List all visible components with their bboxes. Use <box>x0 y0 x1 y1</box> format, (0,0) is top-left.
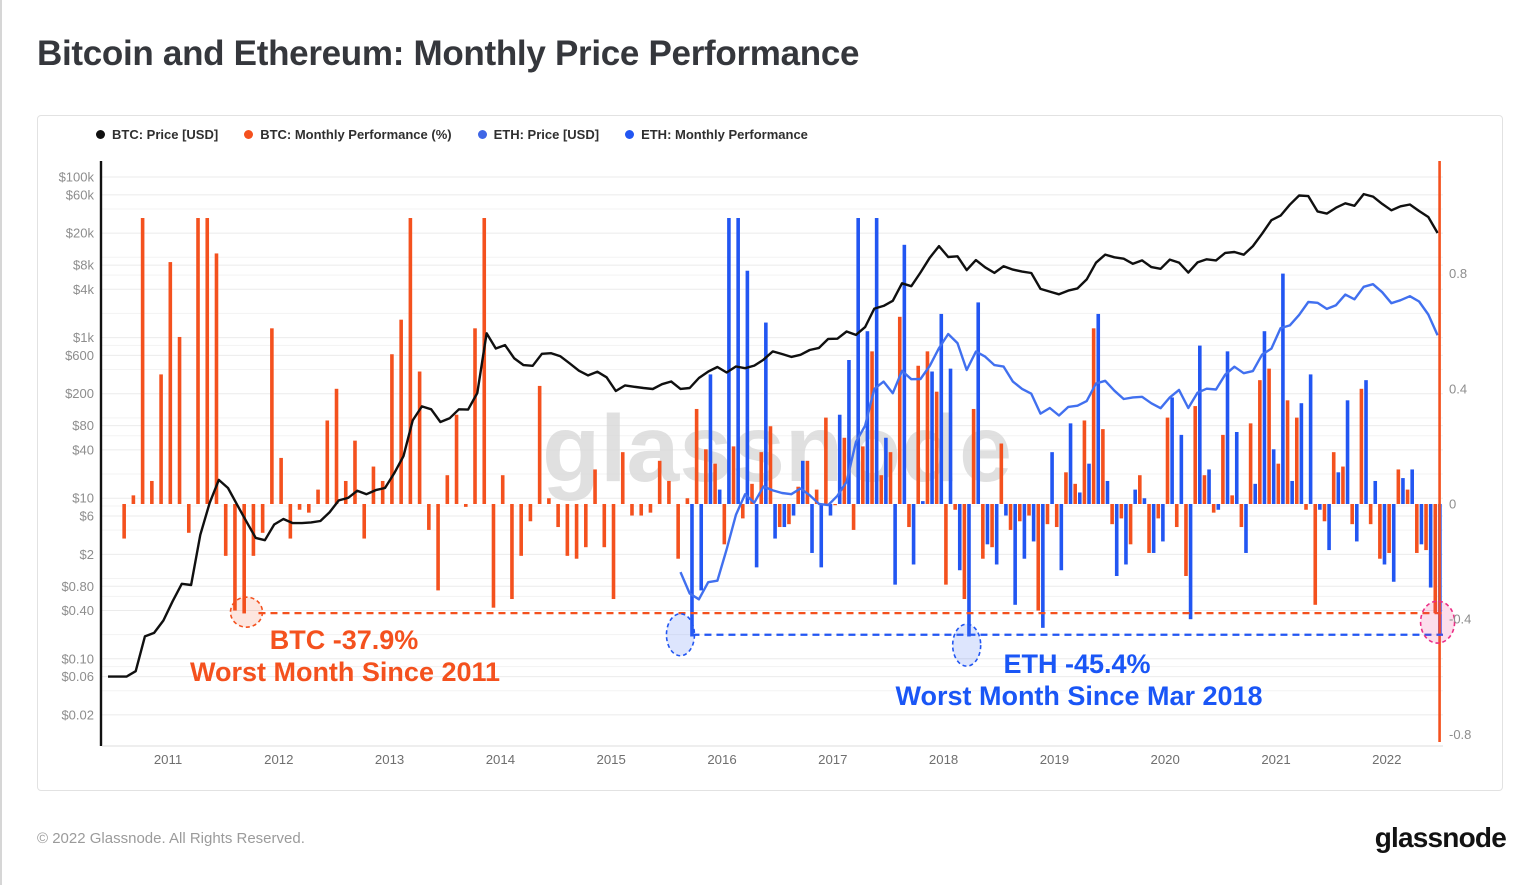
svg-text:2013: 2013 <box>375 752 404 767</box>
chart-card: BTC: Price [USD] BTC: Monthly Performanc… <box>37 115 1503 791</box>
highlight-overlay <box>229 596 1456 667</box>
svg-text:$0.06: $0.06 <box>61 669 94 684</box>
svg-text:0.8: 0.8 <box>1449 266 1467 281</box>
svg-text:0.4: 0.4 <box>1449 381 1467 396</box>
performance-bars <box>122 218 1442 637</box>
svg-text:$80: $80 <box>72 418 94 433</box>
gridlines <box>102 176 1443 716</box>
svg-text:2018: 2018 <box>929 752 958 767</box>
eth-worst-month-callout-line2: Worst Month Since Mar 2018 <box>895 681 1262 711</box>
svg-text:2011: 2011 <box>154 752 182 767</box>
svg-text:$2: $2 <box>80 547 94 562</box>
svg-text:$600: $600 <box>65 348 94 363</box>
svg-text:$6: $6 <box>80 509 94 524</box>
axis-labels: $100k $60k $20k $8k $4k $1k $600 $200 $80 $40 $10 $… <box>59 161 1471 767</box>
btc-worst-month-callout: BTC -37.9% <box>270 625 419 655</box>
svg-text:2012: 2012 <box>264 752 293 767</box>
svg-text:-0.8: -0.8 <box>1449 727 1471 742</box>
svg-text:$0.40: $0.40 <box>61 603 94 618</box>
legend-item-btc-performance[interactable]: BTC: Monthly Performance (%) <box>244 126 452 142</box>
svg-text:$20k: $20k <box>66 226 95 241</box>
price-lines <box>108 161 1441 742</box>
svg-text:$10: $10 <box>72 491 94 506</box>
svg-text:$0.80: $0.80 <box>61 579 94 594</box>
legend-item-eth-performance[interactable]: ETH: Monthly Performance <box>625 127 808 142</box>
btc-worst-month-callout-line2: Worst Month Since 2011 <box>190 657 500 687</box>
legend-dot-icon <box>244 129 254 139</box>
svg-text:2021: 2021 <box>1261 752 1290 767</box>
chart-legend: BTC: Price [USD] BTC: Monthly Performanc… <box>38 116 808 152</box>
price-performance-chart[interactable]: glassnode $100k$60k$20k$8k$4k$1k$600$200… <box>38 151 1502 791</box>
svg-text:2022: 2022 <box>1372 752 1401 767</box>
legend-dot-icon <box>96 129 105 139</box>
glassnode-logo[interactable]: glassnode <box>1374 822 1507 853</box>
copyright-text: © 2022 Glassnode. All Rights Reserved. <box>37 830 305 847</box>
legend-dot-icon <box>625 129 635 139</box>
svg-text:2015: 2015 <box>597 752 626 767</box>
eth-worst-month-callout: ETH -45.4% <box>1003 649 1150 679</box>
svg-text:2016: 2016 <box>707 752 736 767</box>
svg-text:$8k: $8k <box>73 258 94 273</box>
svg-text:$100k: $100k <box>59 170 95 185</box>
legend-label: ETH: Price [USD] <box>493 126 600 142</box>
page-title: Bitcoin and Ethereum: Monthly Price Perf… <box>37 34 860 73</box>
svg-text:2014: 2014 <box>486 752 515 767</box>
legend-dot-icon <box>477 129 487 139</box>
svg-text:$40: $40 <box>72 442 94 457</box>
legend-item-btc-price[interactable]: BTC: Price [USD] <box>96 127 218 142</box>
svg-text:$0.02: $0.02 <box>61 707 94 722</box>
svg-text:-0.4: -0.4 <box>1449 612 1471 627</box>
svg-text:$60k: $60k <box>66 187 95 202</box>
svg-text:$1k: $1k <box>73 330 94 345</box>
legend-label: ETH: Monthly Performance <box>641 126 808 142</box>
svg-text:2017: 2017 <box>818 752 847 767</box>
svg-text:0: 0 <box>1449 497 1456 512</box>
svg-text:$200: $200 <box>65 386 94 401</box>
svg-text:2020: 2020 <box>1151 752 1180 767</box>
svg-text:$4k: $4k <box>73 282 94 297</box>
svg-text:2019: 2019 <box>1040 752 1069 767</box>
legend-label: BTC: Price [USD] <box>112 126 219 142</box>
legend-label: BTC: Monthly Performance (%) <box>260 126 452 142</box>
svg-text:$0.10: $0.10 <box>61 651 94 666</box>
legend-item-eth-price[interactable]: ETH: Price [USD] <box>477 126 600 142</box>
